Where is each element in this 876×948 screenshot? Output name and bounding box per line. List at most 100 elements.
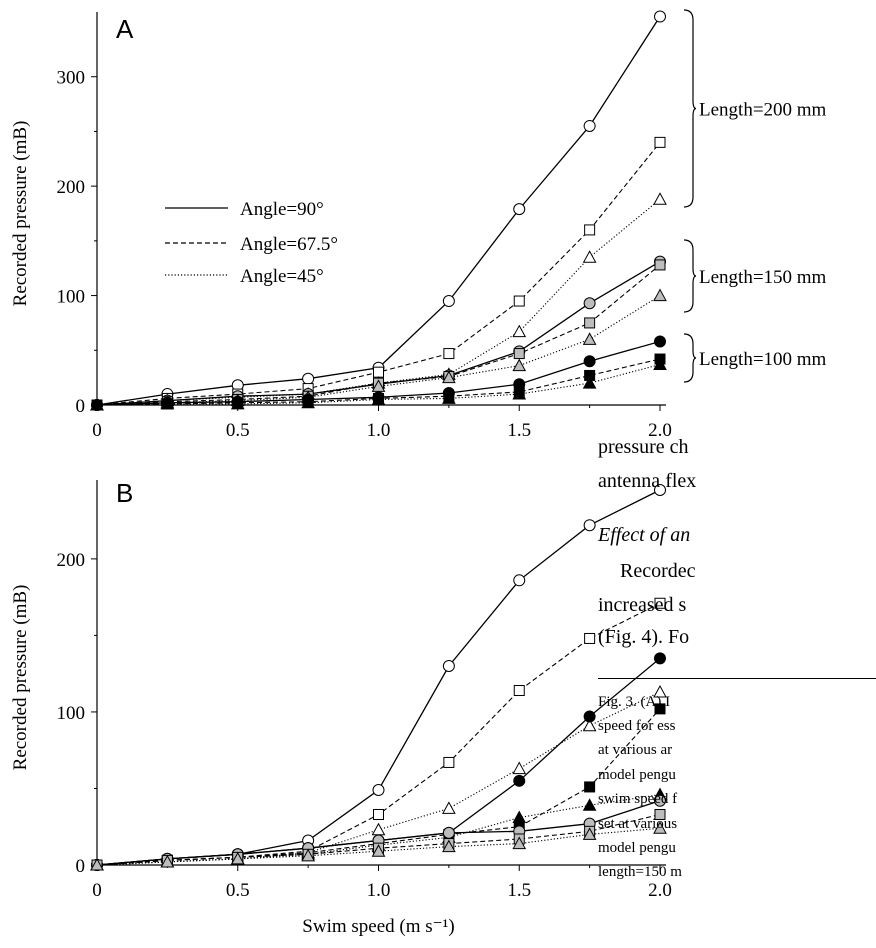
data-point — [582, 798, 597, 811]
data-point — [654, 794, 666, 807]
data-point — [230, 396, 245, 410]
series-line — [96, 489, 661, 866]
data-point — [653, 288, 667, 302]
data-point — [654, 136, 666, 148]
x-tick-label: 2.0 — [648, 420, 672, 441]
data-point — [512, 387, 527, 400]
caption-line: Fig. 3. (A) I — [598, 694, 671, 710]
data-point — [582, 376, 597, 389]
data-point — [654, 597, 666, 609]
legend-label: Angle=90° — [240, 199, 324, 220]
caption-line: swim speed f — [598, 791, 678, 807]
data-point — [513, 203, 526, 216]
data-point — [583, 119, 596, 132]
data-point — [371, 392, 386, 406]
data-point — [653, 684, 667, 698]
data-point — [443, 756, 455, 768]
data-point — [372, 784, 385, 796]
data-point — [512, 358, 527, 372]
data-point — [654, 703, 666, 715]
caption-line: length=150 m — [598, 864, 682, 880]
x-tick-label: 1.5 — [507, 420, 531, 441]
data-point — [583, 297, 596, 310]
caption-line: set at various — [598, 816, 678, 832]
data-point — [442, 391, 456, 404]
legend-label: Angle=45° — [240, 266, 324, 287]
x-tick-label: 0.5 — [226, 420, 250, 441]
group-brace — [683, 333, 697, 383]
body-text-line: Recordec — [620, 560, 696, 582]
series-line — [96, 363, 661, 406]
data-point — [583, 519, 596, 532]
data-point — [90, 397, 104, 411]
data-point — [653, 357, 667, 371]
data-point — [90, 857, 104, 871]
caption-line: model pengu — [598, 767, 676, 783]
x-tick-label: 1.0 — [367, 880, 391, 901]
data-point — [654, 335, 666, 348]
x-tick-label: 1.5 — [507, 880, 531, 901]
data-point — [582, 827, 597, 840]
data-point — [230, 851, 245, 865]
legend-label: Angle=67.5° — [240, 234, 338, 255]
data-point — [512, 324, 527, 338]
data-point — [442, 826, 455, 839]
x-tick-label: 2.0 — [648, 880, 672, 901]
caption-rule — [598, 678, 876, 679]
y-tick-label: 0 — [76, 396, 86, 417]
y-tick-label: 100 — [57, 703, 86, 724]
data-point — [442, 370, 456, 384]
group-label: Length=100 mm — [699, 349, 827, 370]
data-point — [583, 710, 596, 723]
caption-line: model pengu — [598, 840, 676, 856]
x-tick-label: 0 — [92, 420, 102, 441]
y-tick-label: 200 — [57, 550, 86, 571]
group-brace — [683, 9, 697, 208]
data-point — [513, 774, 526, 787]
caption-line: speed for ess — [598, 718, 676, 734]
caption-line: at various ar — [598, 742, 673, 758]
y-axis-label: Recorded pressure (mB) — [10, 585, 31, 771]
data-point — [373, 808, 384, 820]
data-point — [442, 295, 455, 308]
data-point — [584, 224, 596, 236]
data-point — [371, 822, 386, 836]
data-point — [582, 250, 597, 263]
section-heading: Effect of an — [598, 524, 691, 546]
data-point — [584, 781, 596, 793]
data-point — [583, 355, 596, 368]
x-tick-label: 0.5 — [226, 880, 250, 901]
data-point — [653, 192, 667, 205]
data-point — [584, 317, 596, 329]
data-point — [654, 259, 666, 271]
y-tick-label: 0 — [76, 856, 86, 877]
data-point — [513, 348, 525, 360]
data-point — [513, 295, 525, 307]
x-tick-label: 1.0 — [367, 420, 391, 441]
data-point — [654, 484, 666, 496]
data-point — [513, 685, 525, 697]
y-tick-label: 200 — [57, 177, 86, 198]
x-axis-label: Swim speed (m s⁻¹) — [302, 916, 454, 937]
data-point — [512, 810, 527, 824]
y-tick-label: 100 — [57, 287, 86, 308]
data-point — [512, 836, 527, 850]
series-line — [96, 16, 661, 406]
data-point — [301, 848, 315, 862]
data-point — [654, 808, 666, 820]
data-point — [373, 366, 384, 378]
data-point — [513, 574, 526, 587]
data-point — [512, 761, 527, 775]
data-point — [654, 10, 666, 23]
group-label: Length=200 mm — [699, 100, 827, 121]
data-point — [442, 801, 456, 814]
panel-letter: A — [116, 14, 134, 44]
data-point — [160, 396, 175, 410]
data-point — [582, 718, 597, 732]
data-point — [160, 854, 175, 868]
body-text-line: antenna flex — [598, 470, 697, 492]
body-text-line: increased s — [598, 594, 687, 616]
x-tick-label: 0 — [92, 880, 102, 901]
data-point — [302, 372, 315, 385]
